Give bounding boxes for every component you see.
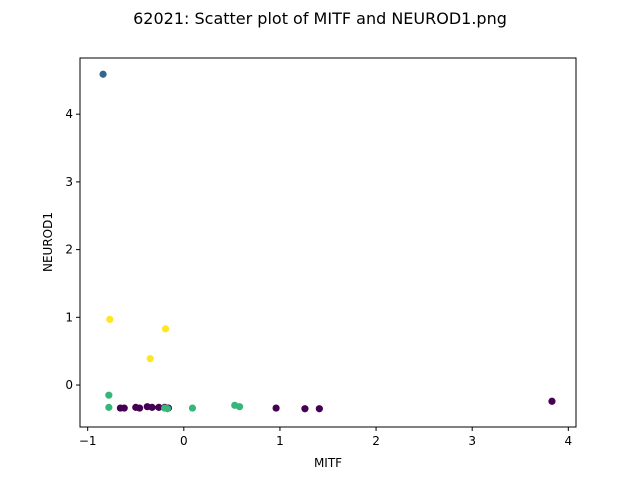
y-tick-label: 0: [65, 378, 73, 392]
x-axis: −1 0 1 2 3 4: [79, 427, 572, 448]
y-tick-label: 4: [65, 107, 73, 121]
scatter-point: [106, 315, 114, 323]
plot-frame: [79, 57, 577, 428]
scatter-point: [148, 403, 156, 411]
scatter-point: [301, 405, 309, 413]
x-tick-label: −1: [79, 434, 97, 448]
scatter-point: [235, 403, 244, 411]
x-tick-label: 4: [564, 434, 572, 448]
scatter-point: [99, 70, 107, 78]
scatter-point: [315, 405, 323, 413]
x-tick-label: 3: [468, 434, 476, 448]
y-axis: 0 1 2 3 4: [65, 107, 80, 392]
data-points: [99, 70, 556, 413]
y-tick-label: 2: [65, 243, 73, 257]
x-tick-label: 1: [276, 434, 284, 448]
scatter-point: [105, 403, 113, 411]
scatter-point: [105, 391, 113, 399]
scatter-point: [146, 355, 154, 363]
scatter-point: [163, 405, 172, 413]
scatter-point: [548, 397, 556, 405]
chart-title: 62021: Scatter plot of MITF and NEUROD1.…: [133, 9, 507, 28]
scatter-point: [155, 403, 163, 411]
y-tick-label: 3: [65, 175, 73, 189]
scatter-point: [120, 404, 128, 412]
scatter-point: [188, 404, 197, 412]
y-tick-label: 1: [65, 310, 73, 324]
y-axis-label: NEUROD1: [41, 212, 55, 272]
x-tick-label: 0: [180, 434, 188, 448]
scatter-point: [272, 404, 280, 412]
x-axis-label: MITF: [314, 456, 342, 470]
scatter-point: [135, 404, 144, 412]
x-tick-label: 2: [372, 434, 380, 448]
scatter-point: [161, 325, 170, 333]
